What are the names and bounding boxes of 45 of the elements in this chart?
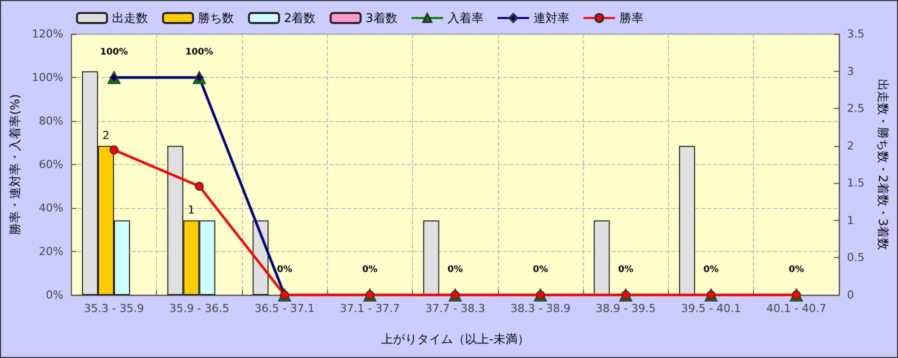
x-tick-label: 37.7 - 38.3 (425, 302, 486, 315)
legend-label: 出走数 (112, 11, 148, 25)
data-label: 0% (532, 265, 548, 275)
y2-tick-label: 1 (847, 214, 854, 227)
legend-label: 2着数 (284, 11, 316, 25)
y2-tick-label: 0.5 (847, 251, 864, 264)
data-label: 2 (102, 128, 110, 142)
x-axis-title: 上がりタイム（以上-未満） (381, 332, 530, 346)
x-tick-label: 36.5 - 37.1 (254, 302, 315, 315)
y-tick-label: 0% (46, 288, 64, 302)
data-label: 0% (703, 265, 719, 275)
y2-tick-label: 2.5 (847, 102, 864, 116)
y2-tick-label: 3.5 (847, 28, 864, 40)
data-label: 100% (185, 48, 214, 58)
y-axis-title: 勝率・連対率・入着率(%) (8, 94, 22, 235)
x-tick-label: 37.1 - 37.7 (340, 302, 400, 315)
legend-label: 勝率 (619, 11, 644, 25)
data-label: 0% (362, 265, 378, 275)
legend-label: 入着率 (447, 11, 484, 25)
data-label: 0% (276, 265, 292, 275)
data-label: 0% (448, 265, 463, 275)
y2-tick-label: 0 (847, 288, 854, 302)
y2-tick-label: 1.5 (847, 176, 864, 190)
y-tick-label: 100% (32, 71, 64, 84)
x-tick-label: 35.9 - 36.5 (169, 302, 230, 315)
y2-axis-title: 出走数・勝ち数・2着数・3着数 (876, 78, 890, 250)
y-tick-label: 20% (38, 245, 64, 258)
x-tick-label: 35.3 - 35.9 (84, 302, 144, 315)
x-tick-label: 39.5 - 40.1 (681, 302, 742, 315)
legend-label: 勝ち数 (198, 11, 234, 25)
x-tick-label: 38.3 - 38.9 (510, 302, 570, 315)
y-tick-label: 60% (38, 158, 64, 171)
x-tick-label: 40.1 - 40.7 (766, 302, 826, 315)
legend-label: 3着数 (366, 11, 398, 25)
y-tick-label: 40% (38, 202, 64, 214)
y2-tick-label: 2 (847, 139, 854, 152)
data-label: 100% (100, 48, 128, 58)
data-label: 0% (788, 265, 804, 275)
data-label: 0% (618, 265, 634, 275)
y-tick-label: 120% (32, 28, 64, 40)
y2-tick-label: 3 (847, 64, 854, 78)
y-tick-label: 80% (38, 114, 64, 128)
data-label: 1 (188, 203, 195, 216)
legend-label: 連対率 (533, 11, 570, 25)
x-tick-label: 38.9 - 39.5 (596, 302, 656, 315)
